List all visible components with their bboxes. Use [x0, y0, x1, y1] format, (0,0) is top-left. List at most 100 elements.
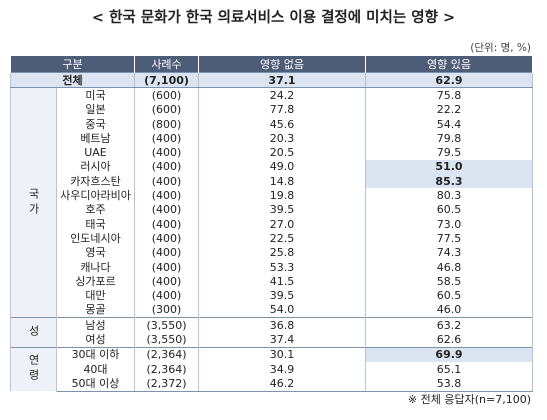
cell: 63.2 [365, 317, 533, 333]
cell: 49.0 [198, 159, 366, 175]
cell: (400) [134, 274, 199, 289]
cell: 54.4 [365, 116, 533, 132]
cell: 대만 [56, 288, 135, 303]
cell: (600) [134, 102, 199, 117]
cell: 몽골 [56, 302, 135, 318]
header-cell: 영향 있음 [365, 56, 533, 73]
row: 국가 미국 (600) 24.2 75.8 [10, 87, 533, 318]
cell: (400) [134, 288, 199, 303]
cell: 30대 이하 [56, 346, 135, 362]
row: 호주 (400) 39.5 60.5 [11, 202, 533, 217]
cell: 카자흐스탄 [56, 174, 135, 189]
row: 성 남성 (3,550) 36.8 63.2 [10, 317, 533, 348]
title: < 한국 문화가 한국 의료서비스 이용 결정에 미치는 영향 > [91, 10, 456, 26]
cell: 베트남 [56, 131, 135, 146]
group-label: 성 [10, 317, 57, 348]
cell: 79.5 [365, 145, 533, 160]
cell: 85.3 [365, 174, 533, 189]
row: 인도네시아 (400) 22.5 77.5 [11, 231, 533, 246]
cell: (2,364) [134, 346, 199, 362]
cell: 22.5 [198, 231, 366, 246]
cell: 77.5 [365, 231, 533, 246]
row: 여성 (3,550) 37.4 62.6 [11, 332, 533, 348]
cell: 46.2 [198, 376, 366, 392]
cell: 73.0 [365, 216, 533, 232]
cell: 여성 [56, 332, 135, 348]
header-cell: 구분 [10, 56, 135, 73]
cell: (400) [134, 245, 199, 260]
cell: 태국 [56, 216, 135, 232]
cell: 40대 [56, 361, 135, 377]
cell: 20.5 [198, 145, 366, 160]
cell: UAE [56, 145, 135, 160]
cell: 53.3 [198, 259, 366, 275]
table: 구분 사례수 영향 없음 영향 있음 전체 (7,100) 37.1 62.9 국가 미국 (60… [10, 56, 533, 392]
cell: 캐나다 [56, 259, 135, 275]
row: 일본 (600) 77.8 22.2 [11, 102, 533, 117]
row: 영국 (400) 25.8 74.3 [11, 245, 533, 260]
cell: 51.0 [365, 159, 533, 175]
cell: 74.3 [365, 245, 533, 260]
cell: 75.8 [365, 87, 533, 103]
cell: 60.5 [365, 202, 533, 217]
row: 태국 (400) 27.0 73.0 [11, 216, 533, 232]
cell: 중국 [56, 116, 135, 132]
unit: (단위: 명, %) [470, 42, 531, 54]
cell: (3,550) [134, 332, 199, 348]
row: 베트남 (400) 20.3 79.8 [11, 131, 533, 146]
cell: 27.0 [198, 216, 366, 232]
row: UAE (400) 20.5 79.5 [11, 145, 533, 160]
cell: 19.8 [198, 188, 366, 203]
cell: (400) [134, 159, 199, 175]
header-cell: 사례수 [134, 56, 199, 73]
cell: (400) [134, 174, 199, 189]
cell: 30.1 [198, 346, 366, 362]
cell: (400) [134, 259, 199, 275]
cell: 39.5 [198, 288, 366, 303]
cell: 일본 [56, 102, 135, 117]
cell: 36.8 [198, 317, 366, 333]
cell: (400) [134, 202, 199, 217]
cell: 41.5 [198, 274, 366, 289]
cell: (2,364) [134, 361, 199, 377]
header-row: 구분 사례수 영향 없음 영향 있음 [10, 56, 533, 73]
cell: (300) [134, 302, 199, 318]
cell: 69.9 [365, 346, 533, 362]
cell: 영국 [56, 245, 135, 260]
cell: 전체 [10, 71, 135, 89]
cell: 인도네시아 [56, 231, 135, 246]
cell: 79.8 [365, 131, 533, 146]
cell: (400) [134, 231, 199, 246]
cell: 54.0 [198, 302, 366, 318]
cell: (7,100) [134, 71, 199, 89]
cell: (600) [134, 87, 199, 103]
cell: 미국 [56, 87, 135, 103]
total-row: 전체 (7,100) 37.1 62.9 [10, 71, 533, 89]
cell: 58.5 [365, 274, 533, 289]
group-label: 연령 [10, 346, 57, 392]
cell: 80.3 [365, 188, 533, 203]
row: 캐나다 (400) 53.3 46.8 [11, 259, 533, 275]
cell: 러시아 [56, 159, 135, 175]
cell: (400) [134, 131, 199, 146]
cell: 20.3 [198, 131, 366, 146]
cell: 남성 [56, 317, 135, 333]
cell: 싱가포르 [56, 274, 135, 289]
row: 카자흐스탄 (400) 14.8 85.3 [11, 174, 533, 189]
row: 연령 30대 이하 (2,364) 30.1 69.9 [10, 346, 533, 392]
cell: 14.8 [198, 174, 366, 189]
row: 50대 이상 (2,372) 46.2 53.8 [11, 376, 533, 392]
row: 40대 (2,364) 34.9 65.1 [11, 361, 533, 377]
cell: (400) [134, 145, 199, 160]
cell: 호주 [56, 202, 135, 217]
cell: 53.8 [365, 376, 533, 392]
cell: 50대 이상 [56, 376, 135, 392]
cell: (400) [134, 216, 199, 232]
cell: (2,372) [134, 376, 199, 392]
cell: 46.8 [365, 259, 533, 275]
group-label: 국가 [10, 87, 57, 318]
cell: 77.8 [198, 102, 366, 117]
cell: 사우디아라비아 [56, 188, 135, 203]
cell: 62.6 [365, 332, 533, 348]
